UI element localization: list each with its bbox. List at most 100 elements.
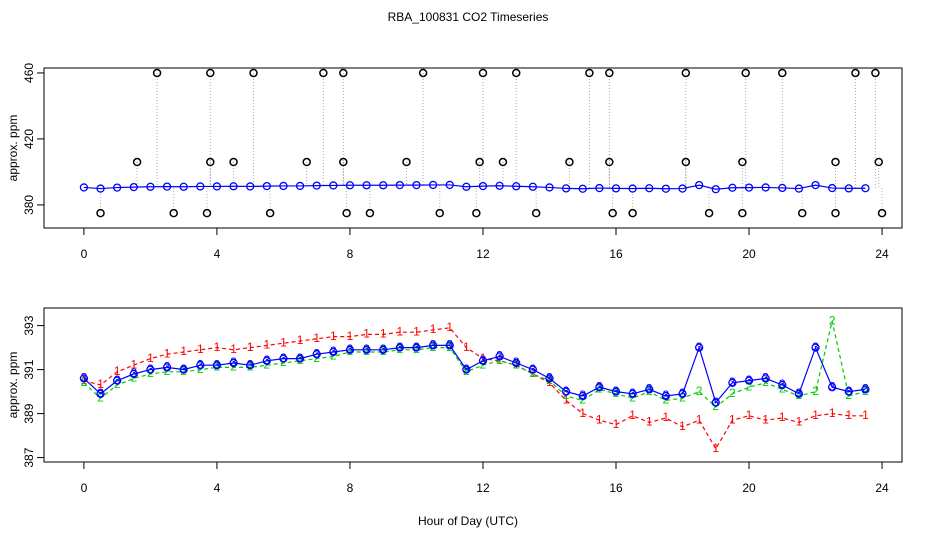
point-symbol: 3 bbox=[380, 342, 387, 356]
point-symbol: 2 bbox=[646, 384, 653, 398]
point-symbol: 1 bbox=[613, 417, 620, 431]
data-point bbox=[412, 180, 421, 190]
outlier-point bbox=[585, 68, 594, 78]
point-symbol: 2 bbox=[812, 384, 819, 398]
point-symbol: 1 bbox=[313, 331, 320, 345]
data-point bbox=[345, 181, 355, 190]
outlier-point bbox=[565, 157, 574, 167]
point-symbol: 1 bbox=[130, 357, 137, 371]
data-point bbox=[462, 365, 471, 374]
point-symbol: 1 bbox=[596, 412, 603, 426]
x-tick-label: 4 bbox=[214, 247, 221, 261]
outlier-point bbox=[531, 208, 541, 218]
data-point bbox=[561, 387, 571, 396]
data-point bbox=[462, 182, 471, 191]
data-point bbox=[212, 182, 222, 191]
point-symbol: 1 bbox=[629, 408, 636, 422]
y-tick-label: 380 bbox=[22, 195, 36, 215]
point-symbol: 3 bbox=[696, 340, 703, 354]
point-symbol: 1 bbox=[663, 410, 670, 424]
data-point bbox=[262, 181, 271, 191]
data-point bbox=[744, 183, 754, 192]
point-symbol: 1 bbox=[779, 410, 786, 424]
data-point bbox=[711, 398, 720, 407]
data-point bbox=[811, 343, 820, 352]
x-tick-label: 8 bbox=[347, 481, 354, 495]
data-point bbox=[445, 341, 454, 350]
point-symbol: 1 bbox=[579, 406, 586, 420]
point-symbol: 3 bbox=[297, 351, 304, 365]
point-symbol: 1 bbox=[380, 327, 387, 341]
point-symbol: 3 bbox=[829, 379, 836, 393]
point-symbol: 1 bbox=[114, 364, 121, 378]
data-point bbox=[611, 184, 621, 193]
outlier-point bbox=[877, 208, 887, 218]
point-symbol: 3 bbox=[513, 355, 520, 369]
point-symbol: 1 bbox=[430, 322, 437, 336]
x-tick-label: 20 bbox=[742, 247, 756, 261]
point-symbol: 3 bbox=[729, 375, 736, 389]
data-point bbox=[162, 182, 172, 191]
data-point bbox=[794, 184, 804, 193]
point-symbol: 1 bbox=[679, 419, 686, 433]
point-symbol: 1 bbox=[197, 342, 204, 356]
outlier-point bbox=[608, 208, 617, 218]
y-tick-label: 393 bbox=[22, 315, 36, 335]
point-symbol: 3 bbox=[280, 351, 287, 365]
outlier-point bbox=[319, 68, 328, 78]
point-symbol: 2 bbox=[596, 382, 603, 396]
outlier-point bbox=[96, 208, 105, 218]
outlier-point bbox=[831, 157, 840, 167]
point-symbol: 3 bbox=[679, 386, 686, 400]
point-symbol: 1 bbox=[463, 340, 470, 354]
data-point bbox=[212, 361, 222, 370]
outlier-point bbox=[498, 157, 508, 167]
x-tick-label: 16 bbox=[609, 247, 623, 261]
data-point bbox=[645, 385, 654, 394]
point-symbol: 3 bbox=[712, 395, 719, 409]
data-point bbox=[711, 185, 720, 194]
point-symbol: 2 bbox=[746, 379, 753, 393]
point-symbol: 3 bbox=[330, 344, 337, 358]
point-symbol: 3 bbox=[81, 371, 88, 385]
data-point bbox=[295, 354, 305, 363]
outlier-point bbox=[478, 68, 488, 78]
point-symbol: 3 bbox=[862, 382, 869, 396]
data-point bbox=[129, 182, 138, 192]
data-point bbox=[744, 376, 754, 385]
outlier-point bbox=[472, 208, 481, 218]
point-symbol: 3 bbox=[496, 349, 503, 363]
data-point bbox=[146, 365, 155, 374]
outlier-point bbox=[206, 157, 215, 167]
outlier-point bbox=[229, 157, 238, 167]
data-point bbox=[728, 378, 737, 387]
point-symbol: 1 bbox=[513, 357, 520, 371]
data-point bbox=[545, 374, 554, 383]
data-point bbox=[246, 182, 255, 191]
point-symbol: 3 bbox=[796, 386, 803, 400]
outlier-point bbox=[265, 208, 275, 218]
data-point bbox=[595, 383, 604, 392]
data-point bbox=[578, 184, 587, 193]
point-symbol: 2 bbox=[247, 360, 254, 374]
x-tick-label: 24 bbox=[875, 481, 889, 495]
data-point bbox=[179, 182, 188, 191]
data-point bbox=[512, 182, 521, 191]
data-point bbox=[778, 183, 787, 193]
x-tick-label: 4 bbox=[214, 481, 221, 495]
point-symbol: 3 bbox=[646, 382, 653, 396]
data-point bbox=[495, 352, 504, 361]
outlier-point bbox=[339, 68, 348, 78]
point-symbol: 3 bbox=[762, 371, 769, 385]
data-point bbox=[279, 354, 288, 363]
data-point bbox=[645, 184, 654, 193]
y-tick-label: 420 bbox=[22, 129, 36, 149]
point-symbol: 3 bbox=[779, 377, 786, 391]
point-symbol: 3 bbox=[164, 360, 171, 374]
data-point bbox=[828, 383, 837, 392]
data-point bbox=[379, 345, 388, 354]
outlier-point bbox=[797, 208, 807, 218]
x-tick-label: 24 bbox=[875, 247, 889, 261]
data-point bbox=[794, 389, 804, 398]
